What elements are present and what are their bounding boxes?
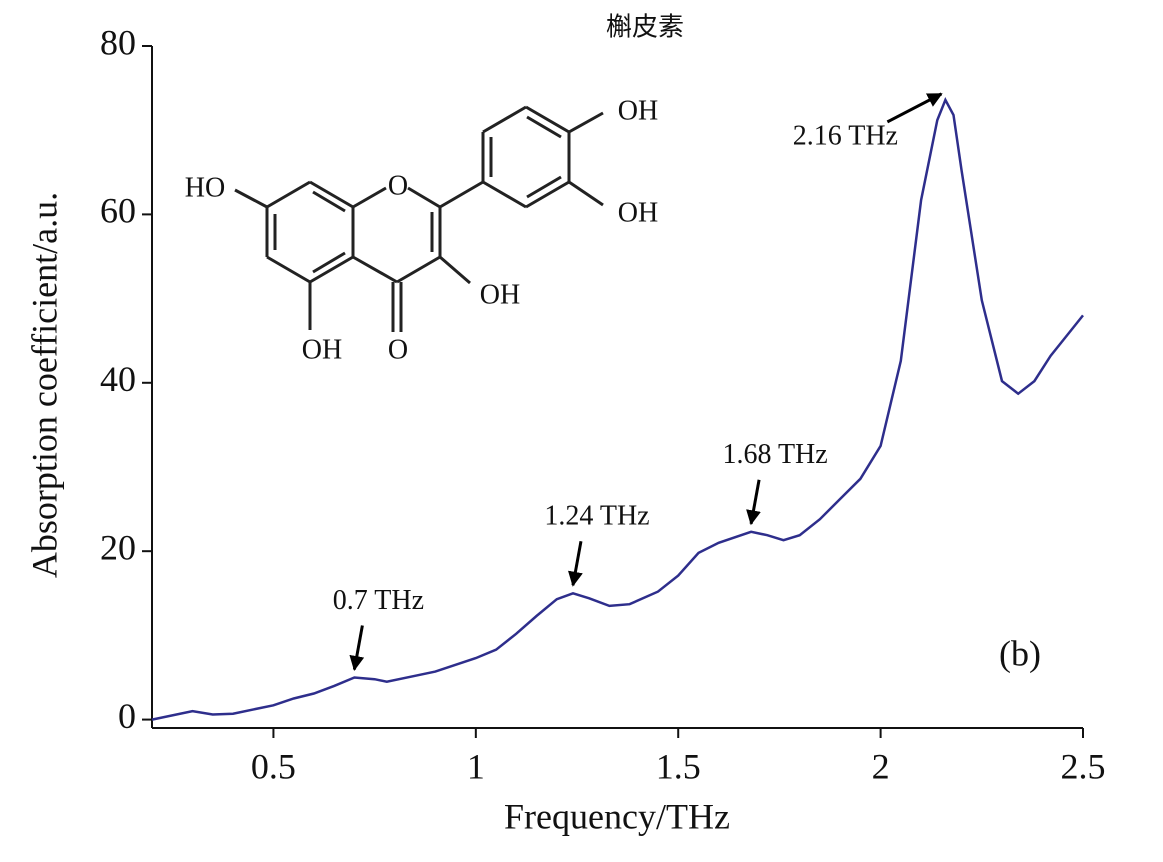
annotation: 1.68 THz	[722, 439, 827, 470]
atom-label: OH	[302, 334, 342, 365]
x-tick-label: 0.5	[251, 746, 296, 786]
atom-label: OH	[618, 197, 658, 228]
y-tick-label: 60	[100, 191, 136, 231]
panel-label: (b)	[999, 633, 1041, 673]
annotation: 1.24 THz	[544, 501, 649, 532]
y-tick-label: 20	[100, 527, 136, 567]
annotation: 0.7 THz	[333, 585, 424, 616]
x-tick-label: 2.5	[1061, 746, 1106, 786]
atom-label: OH	[480, 279, 520, 310]
annotation: 2.16 THz	[793, 120, 898, 151]
data-line	[151, 96, 1084, 721]
annotation-arrow	[349, 625, 365, 671]
atom-label: O	[388, 334, 408, 365]
atom-label: HO	[185, 172, 225, 203]
x-tick-label: 2	[872, 746, 890, 786]
atom-label: O	[388, 170, 408, 201]
atom-label: OH	[618, 95, 658, 126]
y-tick-label: 80	[100, 22, 136, 62]
y-tick-label: 0	[118, 696, 136, 736]
annotation-arrow	[886, 92, 943, 124]
x-axis-label: Frequency/THz	[504, 796, 730, 836]
structure: HO OH OH OH OH O O	[185, 95, 658, 365]
annotation-arrow	[746, 479, 761, 526]
x-tick-label: 1.5	[656, 746, 701, 786]
x-tick-label: 1	[467, 746, 485, 786]
y-axis-label: Absorption coefficient/a.u.	[24, 192, 64, 578]
annotation-arrow	[568, 541, 583, 587]
chart-title: 槲皮素	[606, 13, 684, 43]
y-tick-label: 40	[100, 359, 136, 399]
